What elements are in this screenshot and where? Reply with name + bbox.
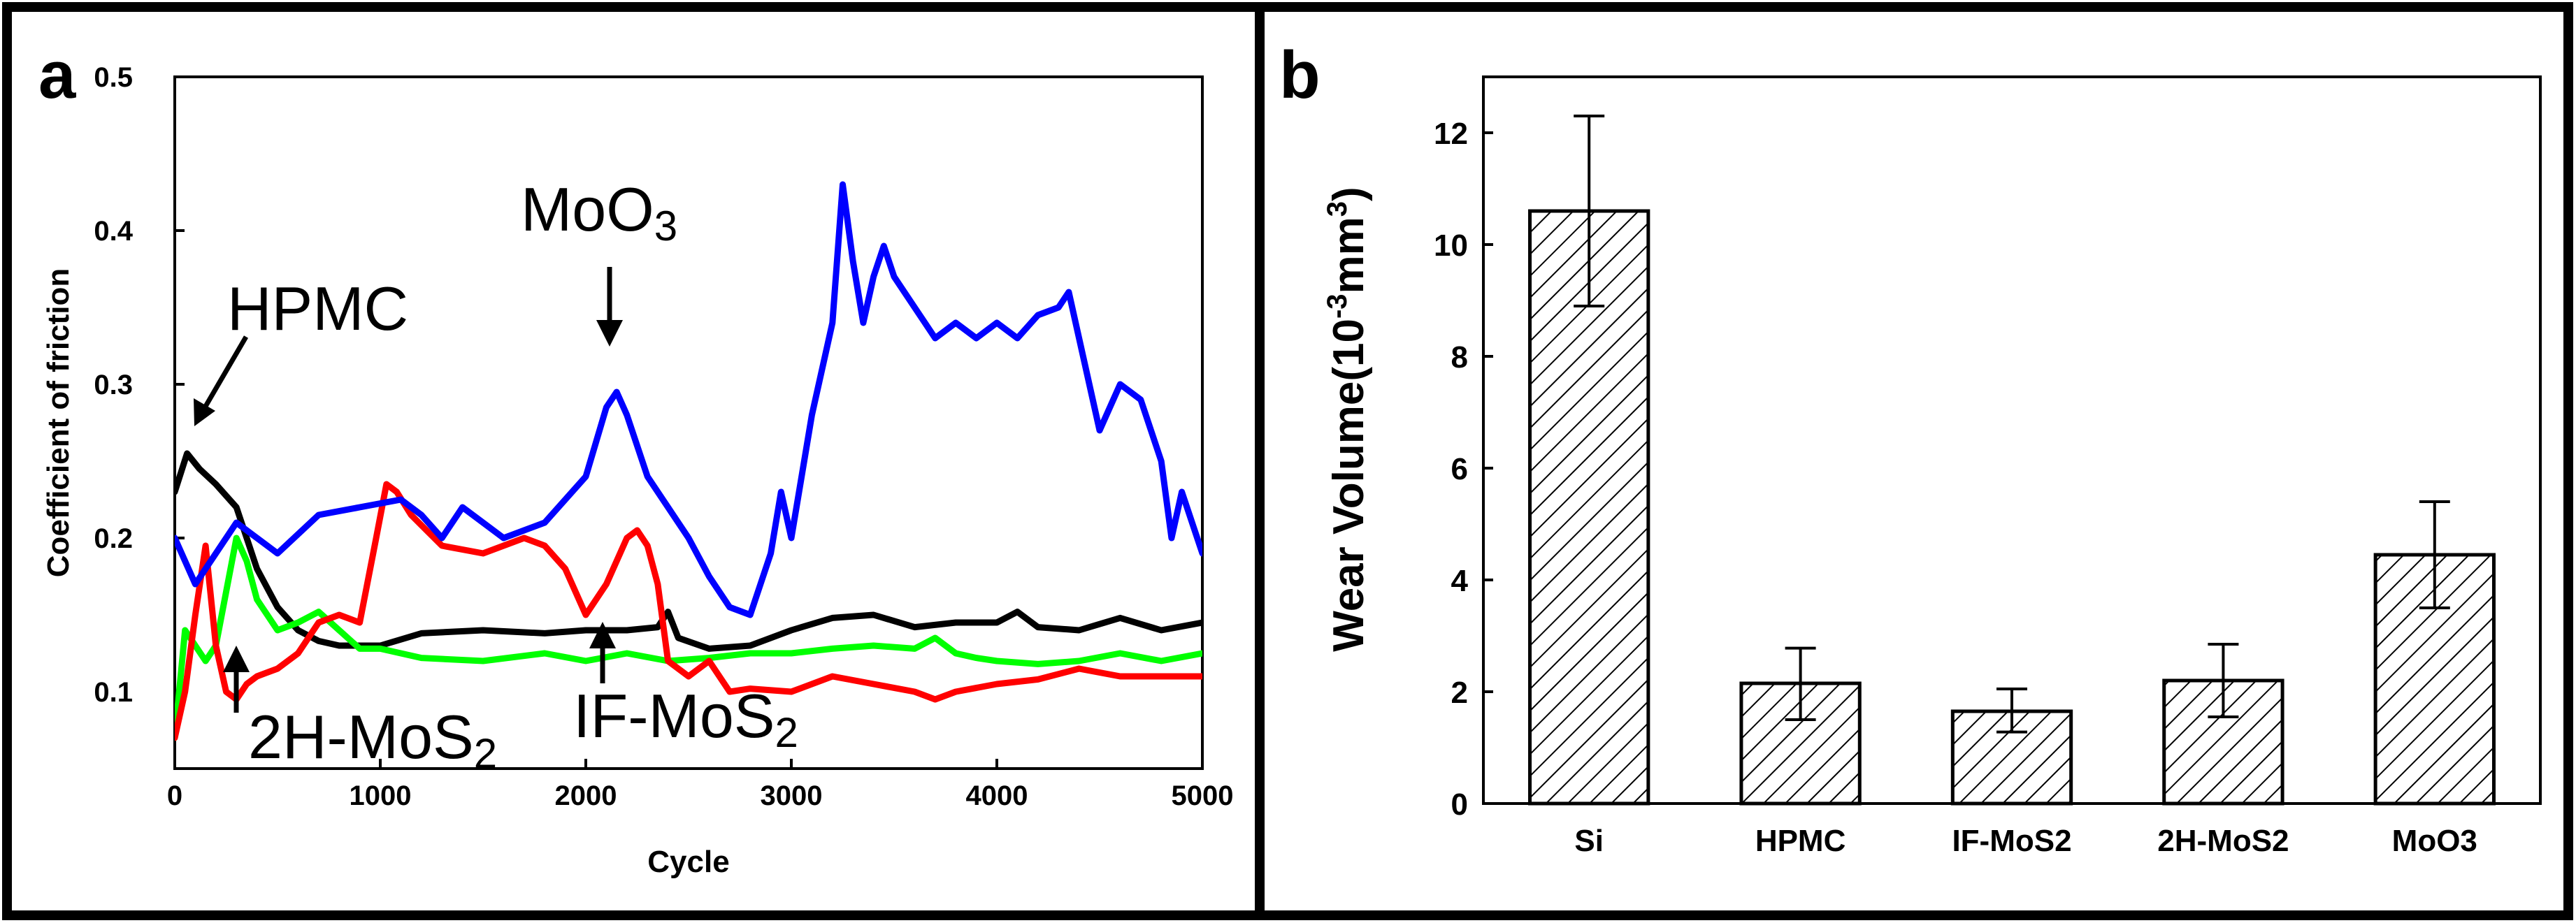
- panel-a-letter: a: [38, 38, 76, 112]
- series-line-2h-mos2: [175, 481, 1202, 741]
- annotation-2h-mos2-arrowhead: [223, 646, 250, 672]
- annotation-moo3: MoO3: [521, 175, 677, 347]
- panel-a-x-tick-label-4000: 4000: [966, 780, 1028, 811]
- annotation-moo3-label: MoO: [521, 175, 654, 244]
- panel-b-x-tick-label-moo3: MoO3: [2392, 824, 2477, 858]
- bar-si: [1528, 209, 1650, 806]
- panel-b-x-tick-label-if-mos2: IF-MoS2: [1952, 824, 2071, 858]
- svg-text:HPMC: HPMC: [227, 274, 408, 343]
- annotation-if-mos2-label: IF-MoS: [573, 681, 775, 750]
- panel-b-y-tick-label-4: 4: [1451, 564, 1469, 598]
- annotation-if-mos2-subscript: 2: [775, 709, 798, 756]
- panel-b-bars: [1528, 115, 2496, 806]
- annotation-hpmc: HPMC: [194, 274, 408, 426]
- panel-a-x-axis-title: Cycle: [647, 845, 729, 879]
- svg-text:IF-MoS2: IF-MoS2: [573, 681, 798, 756]
- panel-b-y-tick-label-6: 6: [1451, 452, 1468, 486]
- panel-b-y-axis-title-exp1: -3: [1322, 293, 1353, 319]
- panel-b-x-tick-label-2h-mos2: 2H-MoS2: [2157, 824, 2289, 858]
- panel-b-ticks: 0 2 4 6 8 10 12 Si HPMC IF-MoS2 2H-MoS2 MoO3: [1434, 117, 2477, 858]
- annotation-if-mos2-arrowhead: [589, 622, 616, 648]
- panel-b-y-axis-title-unit: mm: [1325, 217, 1373, 293]
- panel-a-y-axis-title: Coefficient of friction: [41, 268, 75, 577]
- annotation-hpmc-arrow: [201, 335, 249, 410]
- panel-b-y-tick-label-2: 2: [1451, 676, 1468, 710]
- annotation-2h-mos2-subscript: 2: [474, 730, 497, 777]
- panel-a-y-tick-label-2: 0.3: [94, 370, 133, 400]
- annotation-2h-mos2-label: 2H-MoS: [248, 702, 474, 771]
- panel-b-bar-chart: b 0 2 4 6 8 10 12 Si HPMC IF-MoS2 2H-MoS2 MoO3 Wear…: [1279, 38, 2542, 858]
- series-line-moo3: [175, 181, 1202, 618]
- svg-text:2H-MoS2: 2H-MoS2: [248, 702, 497, 777]
- annotation-hpmc-arrowhead: [194, 398, 215, 426]
- annotation-moo3-arrowhead: [596, 320, 623, 347]
- panel-b-y-axis-title-close: ): [1325, 187, 1373, 201]
- panel-a-x-tick-label-0: 0: [167, 780, 182, 811]
- panel-a-series: [175, 181, 1202, 741]
- panel-a-y-tick-label-0: 0.1: [94, 677, 133, 708]
- series-line-hpmc: [175, 450, 1202, 652]
- panel-a-y-tick-label-4: 0.5: [94, 62, 133, 93]
- panel-b-y-tick-label-8: 8: [1451, 340, 1468, 375]
- panel-b-y-tick-label-0: 0: [1451, 787, 1468, 822]
- panel-a-x-tick-label-3000: 3000: [761, 780, 823, 811]
- panel-a-x-tick-label-2000: 2000: [555, 780, 617, 811]
- svg-text:MoO3: MoO3: [521, 175, 677, 249]
- panel-a-plot-area: [173, 75, 1204, 770]
- annotation-hpmc-label: HPMC: [227, 274, 408, 343]
- panel-a-y-tick-label-3: 0.4: [94, 216, 133, 247]
- panel-a-x-tick-label-1000: 1000: [350, 780, 412, 811]
- panel-b-y-axis-title: Wear Volume(10-3mm3): [1322, 187, 1373, 651]
- panel-a-ticks: 0 1000 2000 3000 4000 5000 0.1 0.2 0.3 0.4 0.5: [94, 62, 1233, 811]
- panel-b-frame: [1255, 2, 2573, 920]
- panel-b-x-tick-label-si: Si: [1574, 824, 1604, 858]
- annotation-moo3-subscript: 3: [654, 203, 677, 249]
- panel-a-line-chart: a 0 1000 2000 3000 4000 5000 0.1 0.2 0.3 0.4 0.5 C…: [38, 38, 1233, 879]
- panel-a-y-tick-label-1: 0.2: [94, 523, 133, 554]
- panel-b-y-axis-title-exp2: 3: [1322, 201, 1353, 217]
- series-line-if-mos2: [175, 535, 1202, 741]
- panel-b-y-tick-label-10: 10: [1434, 228, 1468, 263]
- panel-b-x-tick-label-hpmc: HPMC: [1755, 824, 1846, 858]
- panel-b-y-tick-label-12: 12: [1434, 117, 1468, 151]
- panel-a-x-tick-label-5000: 5000: [1172, 780, 1234, 811]
- panel-b-y-axis-title-main: Wear Volume(10: [1325, 319, 1373, 652]
- annotation-2h-mos2: 2H-MoS2: [223, 646, 497, 777]
- panel-b-letter: b: [1279, 38, 1321, 112]
- annotation-if-mos2: IF-MoS2: [573, 622, 798, 756]
